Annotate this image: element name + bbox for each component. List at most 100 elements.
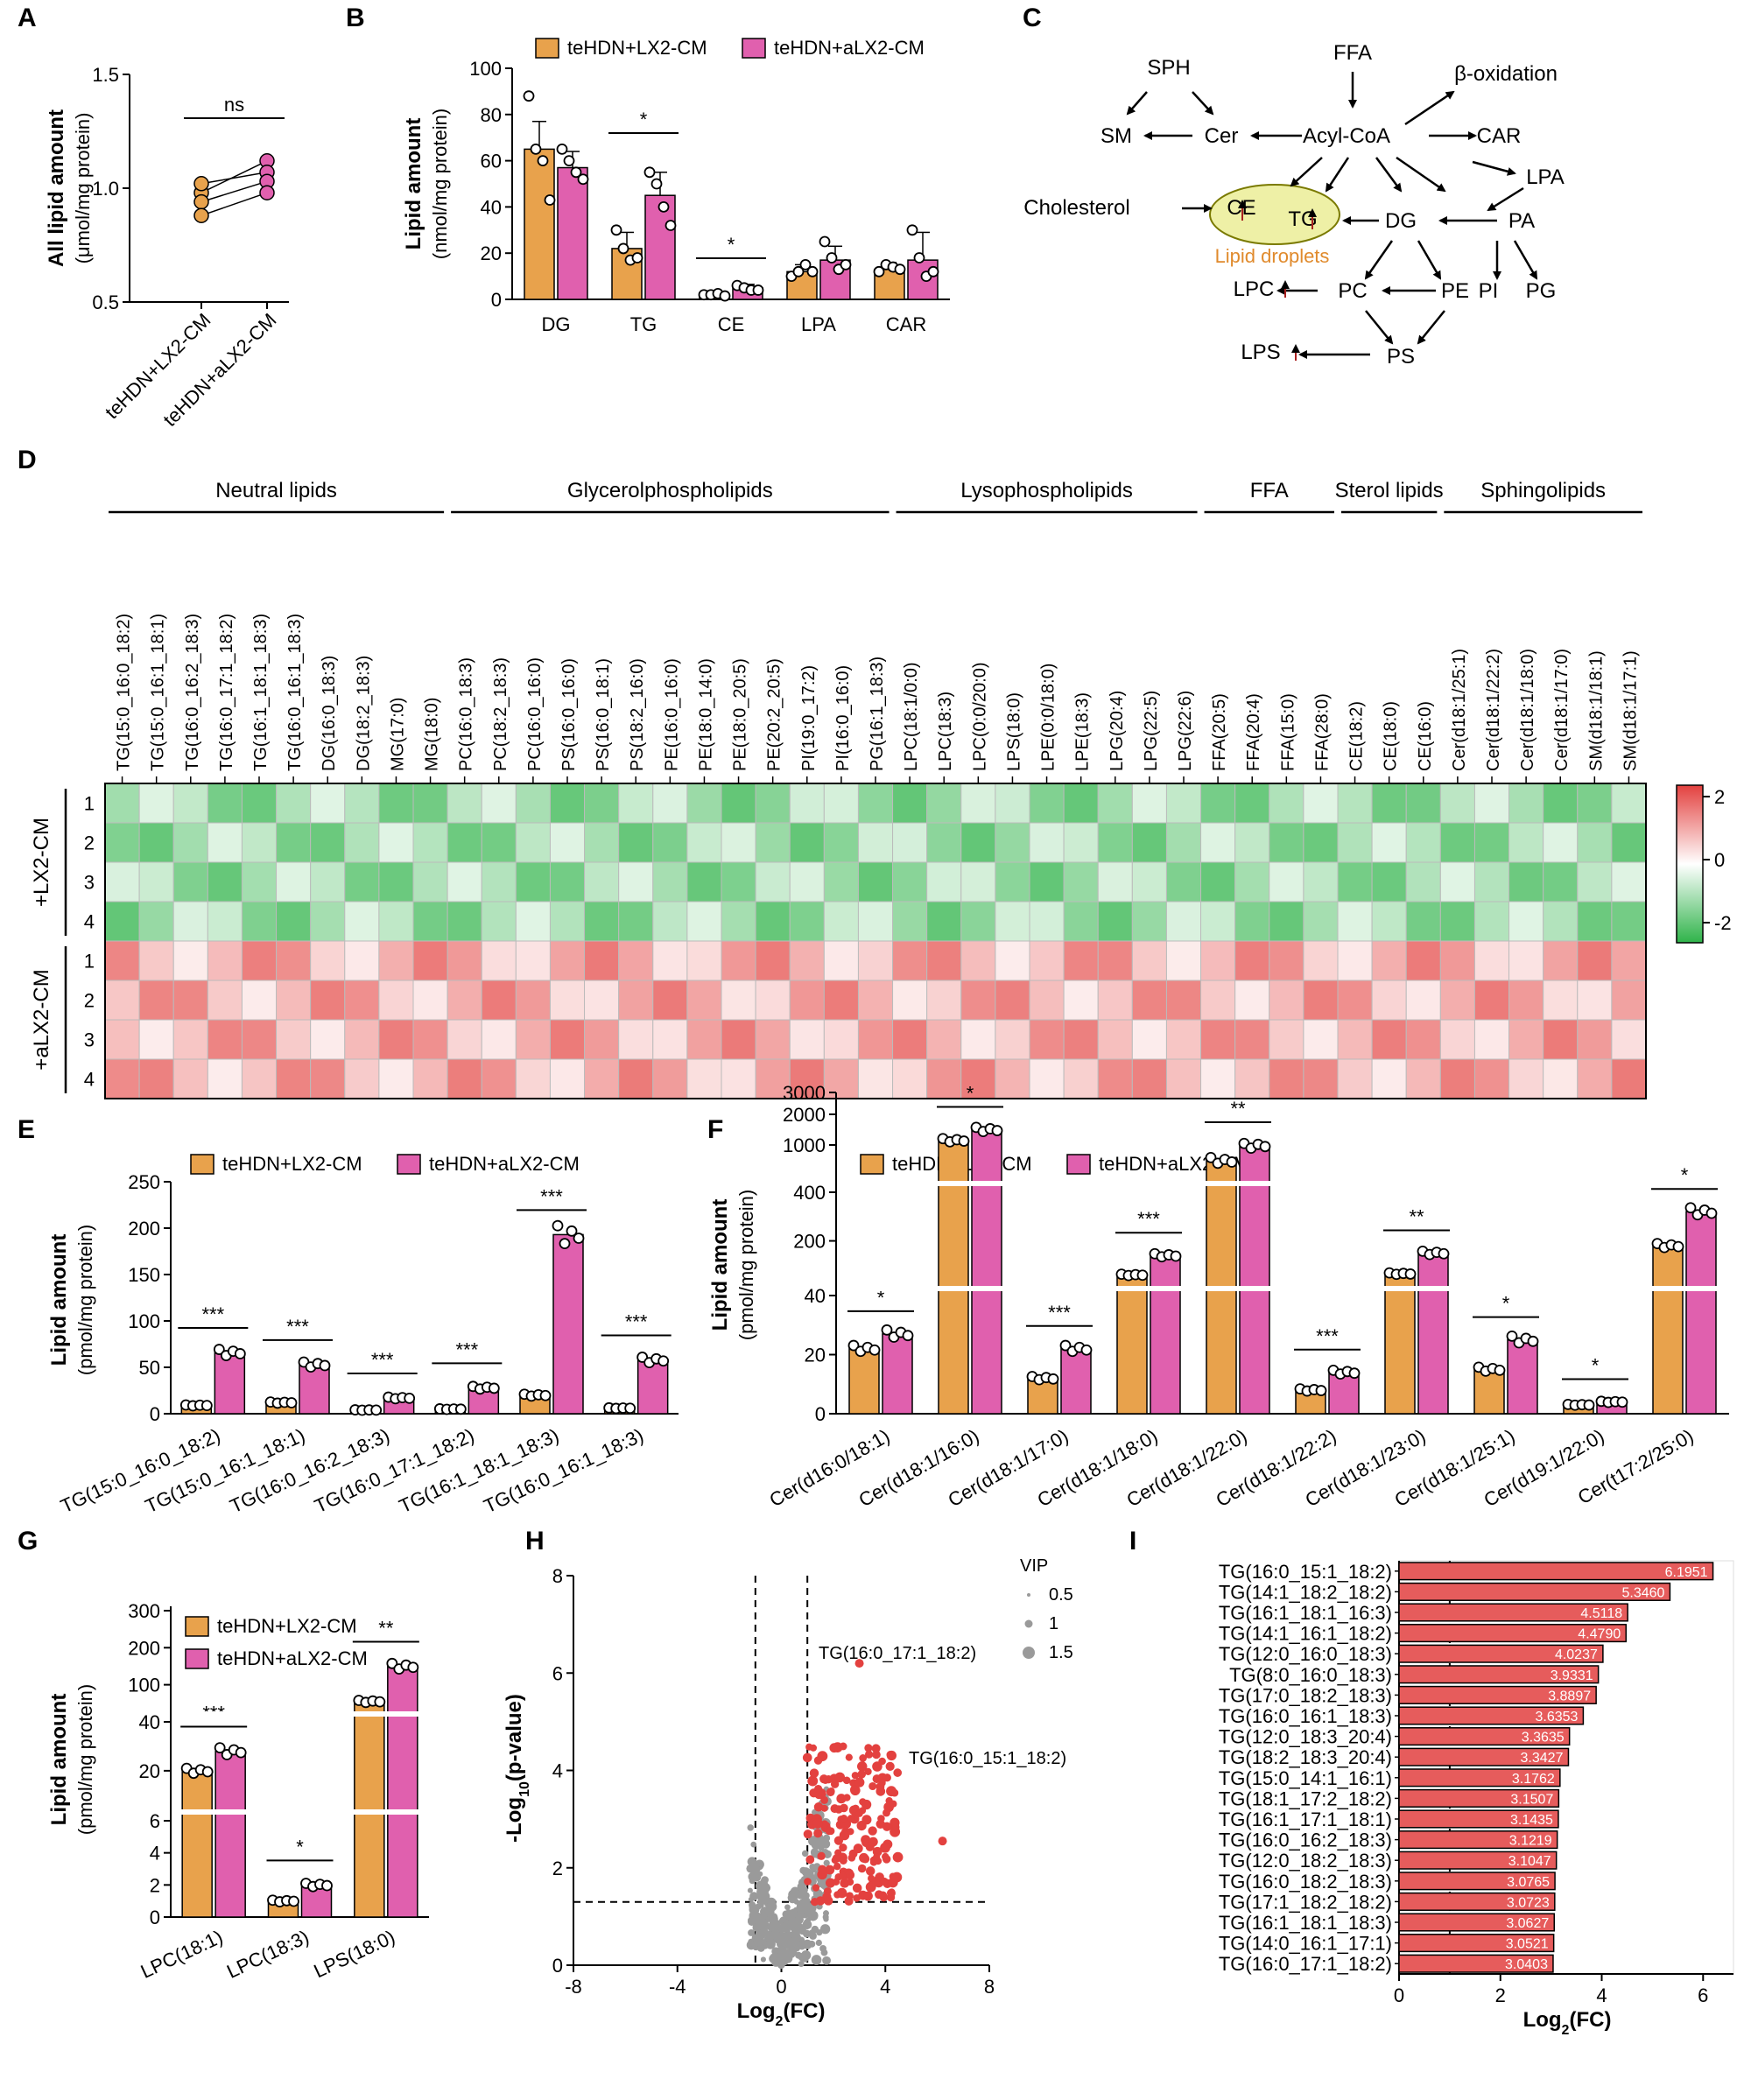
h-x-title-b: 2 bbox=[776, 2014, 784, 2029]
f-y-tick-label: 3000 bbox=[783, 1082, 826, 1104]
e-sig-label: *** bbox=[201, 1303, 224, 1325]
heatmap-cell bbox=[1371, 980, 1407, 1021]
h-point-sig bbox=[857, 1864, 867, 1873]
heatmap-cell bbox=[892, 980, 928, 1021]
heatmap-cell bbox=[960, 1019, 996, 1060]
heatmap-cell bbox=[207, 1019, 243, 1060]
heatmap-cell bbox=[378, 783, 414, 824]
heatmap-cell bbox=[1337, 901, 1373, 942]
d-col-label: DG(16:0_18:3) bbox=[320, 656, 339, 771]
g-sig-label: * bbox=[296, 1836, 304, 1858]
heatmap-cell bbox=[1303, 940, 1339, 981]
i-x-title-a: Log bbox=[1523, 2008, 1562, 2032]
heatmap-cell bbox=[857, 901, 894, 942]
e-y-tick-label: 200 bbox=[128, 1218, 160, 1240]
heatmap-cell bbox=[1337, 861, 1373, 903]
heatmap-cell bbox=[1063, 1019, 1099, 1060]
b-legend-label: teHDN+aLX2-CM bbox=[774, 37, 925, 59]
heatmap-cell bbox=[892, 783, 928, 824]
d-group-label: Neutral lipids bbox=[215, 479, 337, 502]
heatmap-cell bbox=[1439, 1058, 1475, 1099]
f-bar bbox=[1685, 1211, 1717, 1415]
heatmap-cell bbox=[584, 980, 620, 1021]
d-col-label: Cer(d18:1/22:2) bbox=[1484, 649, 1503, 771]
heatmap-cell bbox=[1577, 822, 1613, 863]
g-y-tick-label: 2 bbox=[150, 1874, 160, 1896]
heatmap-cell bbox=[995, 980, 1030, 1021]
b-bar bbox=[524, 148, 555, 300]
heatmap-cell bbox=[515, 901, 551, 942]
h-point-ns bbox=[803, 1912, 809, 1918]
heatmap-cell bbox=[755, 1019, 791, 1060]
f-y-title: Lipid amount bbox=[708, 1199, 732, 1331]
heatmap-cell bbox=[310, 940, 346, 981]
i-x-title-c: (FC) bbox=[1569, 2008, 1611, 2032]
heatmap-cell bbox=[1303, 822, 1339, 863]
b-point bbox=[819, 235, 831, 248]
heatmap-cell bbox=[1543, 1019, 1579, 1060]
i-y-label: TG(16:0_18:2_18:3) bbox=[1219, 1871, 1392, 1893]
e-legend-label: teHDN+LX2-CM bbox=[222, 1153, 362, 1175]
heatmap-cell bbox=[1269, 940, 1304, 981]
heatmap-cell bbox=[344, 1058, 380, 1099]
heatmap-cell bbox=[823, 861, 859, 903]
heatmap-cell bbox=[995, 783, 1030, 824]
g-bar bbox=[214, 1750, 246, 1918]
colorbar-label: 0 bbox=[1714, 849, 1725, 871]
a-x-label: teHDN+aLX2-CM bbox=[158, 309, 280, 431]
panel-i-barh: I 6.1951 TG(16:0_15:1_18:2) 5.3460 TG(14:1_1… bbox=[1129, 1527, 1734, 2038]
heatmap-cell bbox=[412, 1019, 448, 1060]
heatmap-cell bbox=[652, 901, 688, 942]
e-y-tick-label: 50 bbox=[139, 1357, 160, 1379]
heatmap-cell bbox=[1543, 783, 1579, 824]
d-col-label: Cer(d18:1/25:1) bbox=[1450, 649, 1469, 771]
node-PE: PE bbox=[1441, 279, 1469, 303]
d-row-label: 2 bbox=[84, 990, 95, 1012]
heatmap-cell bbox=[412, 940, 448, 981]
f-point bbox=[1616, 1396, 1628, 1408]
e-y-title: Lipid amount bbox=[47, 1234, 71, 1366]
h-point-sig bbox=[856, 1761, 868, 1772]
h-y-title-c: (p-value) bbox=[503, 1694, 526, 1781]
heatmap-cell bbox=[1508, 822, 1544, 863]
heatmap-cell bbox=[1200, 783, 1236, 824]
panel-e: E 0 50 100 150 200 250 Lipid amount (pmol/mg pro… bbox=[18, 1115, 679, 1517]
h-point-sig bbox=[832, 1878, 840, 1886]
i-y-label: TG(16:1_18:1_18:3) bbox=[1219, 1912, 1392, 1934]
h-point-ns bbox=[778, 1949, 787, 1958]
i-bar-value: 3.1047 bbox=[1508, 1854, 1551, 1869]
e-point bbox=[552, 1219, 564, 1232]
heatmap-cell bbox=[515, 822, 551, 863]
heatmap-cell bbox=[241, 783, 278, 824]
h-point-sig bbox=[859, 1754, 868, 1762]
d-col-label: FFA(20:4) bbox=[1244, 693, 1263, 771]
h-point-ns bbox=[773, 1932, 783, 1942]
heatmap-cell bbox=[447, 940, 482, 981]
heatmap-cell bbox=[481, 822, 517, 863]
i-x-tick-label: 6 bbox=[1698, 1984, 1708, 2006]
d-col-label: PI(19:0_17:2) bbox=[799, 665, 819, 771]
b-point bbox=[799, 258, 812, 270]
heatmap-cell bbox=[1303, 861, 1339, 903]
heatmap-cell bbox=[721, 783, 756, 824]
heatmap-cell bbox=[549, 822, 586, 863]
h-point-ns bbox=[798, 1899, 805, 1907]
node-Cholesterol: Cholesterol bbox=[1023, 196, 1129, 220]
h-y-tick-label: 8 bbox=[552, 1565, 563, 1587]
d-col-label: FFA(28:0) bbox=[1312, 693, 1332, 771]
heatmap-cell bbox=[1473, 861, 1510, 903]
heatmap-cell bbox=[1269, 901, 1304, 942]
g-y-tick-label: 20 bbox=[139, 1760, 160, 1782]
h-point-sig bbox=[859, 1852, 869, 1863]
heatmap-cell bbox=[515, 1019, 551, 1060]
g-legend-label: teHDN+LX2-CM bbox=[217, 1615, 357, 1637]
heatmap-cell bbox=[1165, 980, 1202, 1021]
heatmap-cell bbox=[481, 1019, 517, 1060]
h-point-ns bbox=[784, 1904, 791, 1911]
node-FFA: FFA bbox=[1333, 41, 1372, 65]
b-x-label: LPA bbox=[801, 313, 836, 335]
a-pair-line bbox=[200, 192, 268, 216]
heatmap-cell bbox=[138, 861, 174, 903]
a-point-lx2 bbox=[193, 193, 209, 210]
node-PA: PA bbox=[1508, 209, 1535, 233]
